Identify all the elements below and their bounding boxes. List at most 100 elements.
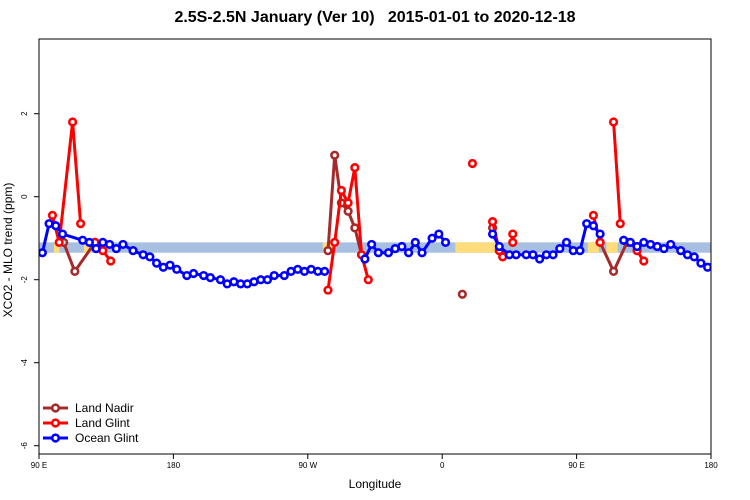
ocean-glint-point (535, 254, 545, 264)
land-glint-line (326, 166, 370, 291)
land-glint-point (47, 210, 58, 220)
y-axis-label: XCO2 - MLO trend (ppm) (1, 183, 15, 318)
land-nadir-point (70, 266, 80, 277)
ocean-glint-point (561, 237, 572, 247)
ocean-glint-point (625, 237, 635, 247)
land-glint-point (639, 256, 649, 266)
ocean-glint-point (494, 241, 504, 252)
land-glint-point (467, 158, 478, 169)
land-nadir-point (457, 289, 467, 299)
ocean-glint-point (397, 241, 407, 252)
y-axis: 2 0 -2 -4 -6 (20, 111, 39, 449)
x-axis-label: Longitude (349, 477, 402, 491)
y-tick-label: -2 (20, 276, 29, 284)
ocean-glint-point (404, 248, 414, 258)
legend-item-land-glint: Land Glint (43, 416, 130, 430)
ocean-glint-point (84, 237, 94, 247)
y-tick-label: 2 (20, 111, 29, 116)
legend-label: Land Glint (75, 416, 130, 430)
land-glint-point (350, 163, 360, 173)
ocean-glint-point (588, 221, 599, 231)
ocean-glint-point (511, 250, 521, 260)
land-glint-point (343, 198, 353, 208)
x-tick-label: 180 (167, 461, 181, 470)
ocean-glint-point (528, 250, 538, 260)
y-tick-label: -4 (20, 359, 29, 367)
land-band-segment (53, 242, 60, 253)
chart-title: 2.5S-2.5N January (Ver 10) 2015-01-01 to… (174, 9, 576, 26)
series-layer (39, 117, 711, 299)
land-glint-point (363, 275, 373, 285)
land-glint-point (54, 237, 64, 247)
land-glint-point (336, 185, 347, 196)
x-tick-label: 0 (440, 461, 445, 470)
ocean-glint-point (575, 246, 585, 256)
ocean-glint-point (383, 248, 394, 258)
ocean-glint-point (410, 237, 420, 247)
land-glint-point (106, 256, 116, 266)
land-glint-point (330, 237, 340, 247)
land-band-segment (587, 242, 599, 253)
ocean-glint-point (188, 268, 199, 279)
land-band-segment (455, 242, 504, 253)
legend-label: Ocean Glint (75, 431, 139, 445)
land-glint-point (508, 237, 518, 247)
legend-swatch-marker (50, 433, 61, 443)
legend-item-ocean-glint: Ocean Glint (43, 431, 139, 445)
land-glint-point (595, 237, 605, 247)
ocean-glint-point (269, 270, 279, 281)
land-glint-point (76, 219, 86, 229)
ocean-glint-point (128, 246, 138, 256)
ocean-glint-point (39, 248, 47, 258)
x-tick-label: 180 (704, 461, 718, 470)
land-nadir-line (326, 153, 364, 256)
land-nadir-point (343, 206, 353, 216)
ocean-glint-point (417, 248, 427, 258)
ocean-glint-point (659, 243, 669, 254)
ocean-glint-point (360, 254, 370, 264)
ocean-glint-point (104, 239, 115, 250)
land-glint-point (615, 219, 625, 229)
land-glint-point (608, 117, 619, 127)
ocean-glint-point (145, 252, 155, 262)
ocean-glint-point (118, 239, 128, 250)
ocean-glint-point (152, 258, 162, 268)
x-tick-label: 90 W (298, 461, 317, 470)
ocean-glint-point (111, 243, 121, 254)
ocean-glint-point (548, 250, 558, 260)
y-tick-label: 0 (20, 194, 29, 199)
ocean-glint-point (696, 258, 706, 268)
ocean-glint-point (205, 273, 215, 283)
ocean-glint-point (676, 246, 686, 256)
land-glint-point (488, 217, 498, 227)
ocean-glint-point (595, 229, 605, 239)
land-band-segment (83, 242, 92, 253)
land-band-segment (606, 242, 618, 253)
land-glint-point (508, 229, 518, 239)
land-glint-point (323, 285, 333, 295)
ocean-glint-point (91, 243, 101, 254)
legend-swatch-marker (50, 403, 61, 413)
ocean-glint-point (51, 221, 61, 231)
x-axis: 90 E 180 90 W 0 90 E 180 (31, 454, 718, 470)
land-nadir-point (323, 246, 333, 256)
ocean-glint-point (555, 243, 565, 254)
ocean-glint-point (666, 239, 676, 250)
land-nadir-point (330, 150, 340, 160)
ocean-glint-point (689, 252, 699, 262)
ocean-glint-point (373, 248, 383, 258)
ocean-glint-point (427, 233, 437, 243)
ocean-glint-point (440, 237, 451, 247)
ocean-glint-point (279, 270, 289, 281)
ocean-glint-point (172, 264, 182, 274)
land-glint-series (47, 117, 649, 295)
legend-swatch-marker (50, 418, 61, 428)
x-tick-label: 90 E (31, 461, 47, 470)
land-glint-point (588, 210, 599, 220)
legend-item-land-nadir: Land Nadir (43, 401, 134, 415)
ocean-glint-point (165, 260, 175, 270)
ocean-glint-point (709, 262, 711, 269)
ocean-glint-point (215, 275, 226, 285)
plot-frame (38, 38, 712, 455)
